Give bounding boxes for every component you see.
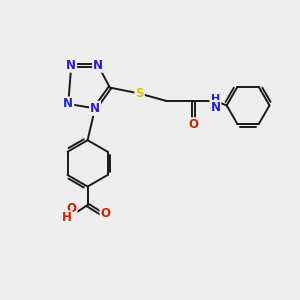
Text: N: N — [210, 101, 220, 114]
Text: S: S — [135, 87, 144, 100]
Text: N: N — [63, 98, 73, 110]
Text: O: O — [188, 118, 198, 131]
Text: N: N — [90, 102, 100, 115]
Text: O: O — [67, 202, 76, 215]
Text: N: N — [66, 59, 76, 72]
Text: H: H — [211, 94, 220, 104]
Text: H: H — [62, 211, 72, 224]
Text: N: N — [93, 59, 103, 72]
Text: O: O — [100, 207, 110, 220]
